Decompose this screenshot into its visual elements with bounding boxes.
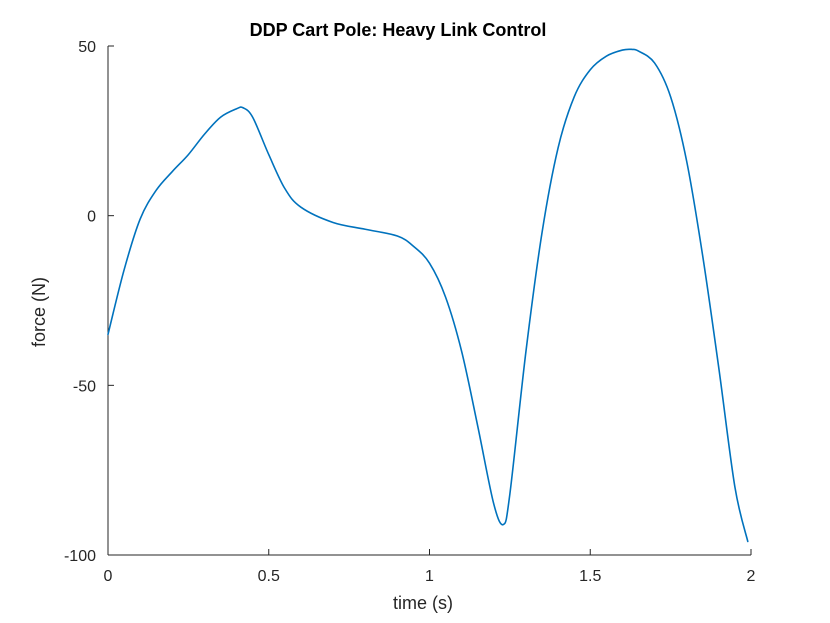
- x-tick-label: 2: [747, 568, 756, 585]
- y-axis-label: force (N): [29, 277, 49, 347]
- x-axis-label: time (s): [393, 593, 453, 613]
- y-tick-label: -100: [64, 548, 96, 565]
- series-line-0: [107, 48, 749, 543]
- x-tick-label: 1.5: [579, 568, 601, 585]
- x-tick-label: 0: [104, 568, 113, 585]
- y-tick-label: -50: [73, 378, 96, 395]
- series-layer: [107, 48, 749, 543]
- plot-area: 0 0.5 1 1.5 2 50 0 -50 -100: [64, 39, 756, 585]
- y-tick-label: 50: [78, 39, 96, 56]
- chart-title: DDP Cart Pole: Heavy Link Control: [250, 20, 547, 40]
- ticks-group: 0 0.5 1 1.5 2 50 0 -50 -100: [64, 39, 756, 585]
- y-tick-label: 0: [87, 209, 96, 226]
- x-tick-label: 0.5: [258, 568, 280, 585]
- x-tick-label: 1: [425, 568, 434, 585]
